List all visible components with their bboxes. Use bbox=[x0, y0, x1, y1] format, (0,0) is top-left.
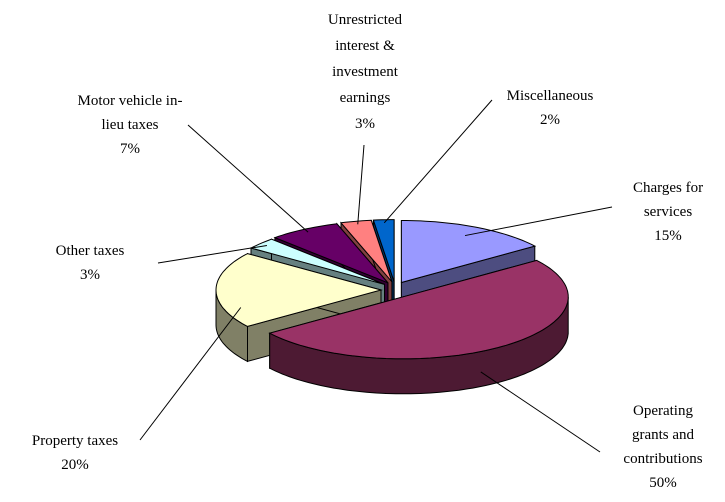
leader-line bbox=[480, 371, 601, 453]
category-label: Operating grants and contributions bbox=[623, 403, 703, 467]
leader-line bbox=[357, 144, 365, 225]
leader-line bbox=[157, 245, 267, 264]
leader-line bbox=[139, 307, 242, 441]
category-label: Miscellaneous bbox=[506, 88, 594, 104]
leader-line bbox=[383, 99, 493, 224]
category-label: Property taxes bbox=[31, 433, 119, 449]
category-label: Other taxes bbox=[55, 243, 125, 259]
value-label: 20% bbox=[61, 457, 89, 473]
slice bbox=[340, 219, 393, 283]
slice-label: Property taxes 20% bbox=[5, 429, 145, 477]
slice bbox=[268, 259, 569, 360]
slice-label: Charges for services 15% bbox=[618, 176, 718, 248]
slice bbox=[273, 223, 389, 284]
category-label: Charges for services bbox=[632, 180, 704, 220]
leader-line bbox=[464, 206, 613, 237]
slice bbox=[400, 220, 537, 284]
leader-line bbox=[187, 124, 309, 233]
slice-label: Motor vehicle in-lieu taxes 7% bbox=[75, 89, 185, 161]
slice bbox=[215, 253, 383, 327]
value-label: 7% bbox=[120, 141, 140, 157]
value-label: 15% bbox=[654, 228, 682, 244]
slice bbox=[372, 219, 395, 282]
slice-label: Miscellaneous 2% bbox=[490, 84, 610, 132]
category-label: Unrestricted interest & investment earni… bbox=[327, 12, 403, 106]
value-label: 2% bbox=[540, 112, 560, 128]
value-label: 50% bbox=[649, 475, 677, 491]
value-label: 3% bbox=[355, 116, 375, 132]
slice-label: Unrestricted interest & investment earni… bbox=[318, 7, 413, 137]
slice-label: Other taxes 3% bbox=[40, 239, 140, 287]
value-label: 3% bbox=[80, 267, 100, 283]
category-label: Motor vehicle in-lieu taxes bbox=[77, 93, 183, 133]
slice-label: Operating grants and contributions 50% bbox=[613, 399, 713, 495]
